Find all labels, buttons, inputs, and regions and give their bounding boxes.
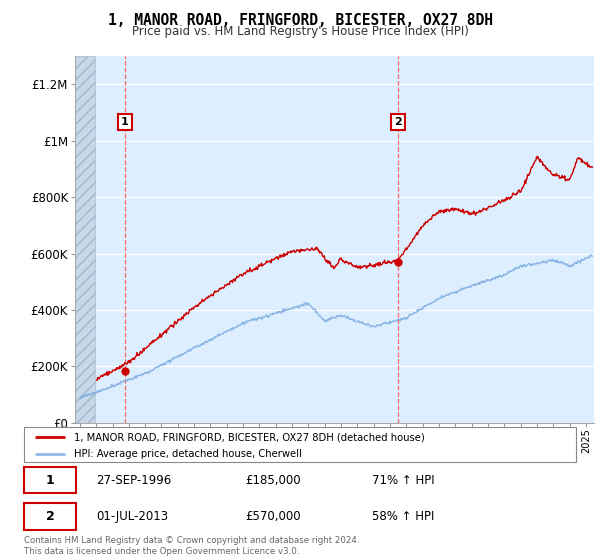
Text: 1, MANOR ROAD, FRINGFORD, BICESTER, OX27 8DH: 1, MANOR ROAD, FRINGFORD, BICESTER, OX27… <box>107 13 493 29</box>
Text: Price paid vs. HM Land Registry's House Price Index (HPI): Price paid vs. HM Land Registry's House … <box>131 25 469 38</box>
Text: 27-SEP-1996: 27-SEP-1996 <box>96 474 171 487</box>
Text: 2: 2 <box>46 510 55 523</box>
Text: 2: 2 <box>394 117 402 127</box>
Text: 58% ↑ HPI: 58% ↑ HPI <box>372 510 434 523</box>
FancyBboxPatch shape <box>24 467 76 493</box>
FancyBboxPatch shape <box>24 503 76 530</box>
Text: 1: 1 <box>46 474 55 487</box>
Text: £185,000: £185,000 <box>245 474 301 487</box>
Text: 01-JUL-2013: 01-JUL-2013 <box>96 510 168 523</box>
Text: Contains HM Land Registry data © Crown copyright and database right 2024.
This d: Contains HM Land Registry data © Crown c… <box>24 536 359 556</box>
Text: 1, MANOR ROAD, FRINGFORD, BICESTER, OX27 8DH (detached house): 1, MANOR ROAD, FRINGFORD, BICESTER, OX27… <box>74 432 424 442</box>
Text: HPI: Average price, detached house, Cherwell: HPI: Average price, detached house, Cher… <box>74 449 302 459</box>
FancyBboxPatch shape <box>24 427 576 462</box>
Bar <box>75 56 95 423</box>
Text: £570,000: £570,000 <box>245 510 301 523</box>
Text: 1: 1 <box>121 117 128 127</box>
Text: 71% ↑ HPI: 71% ↑ HPI <box>372 474 434 487</box>
